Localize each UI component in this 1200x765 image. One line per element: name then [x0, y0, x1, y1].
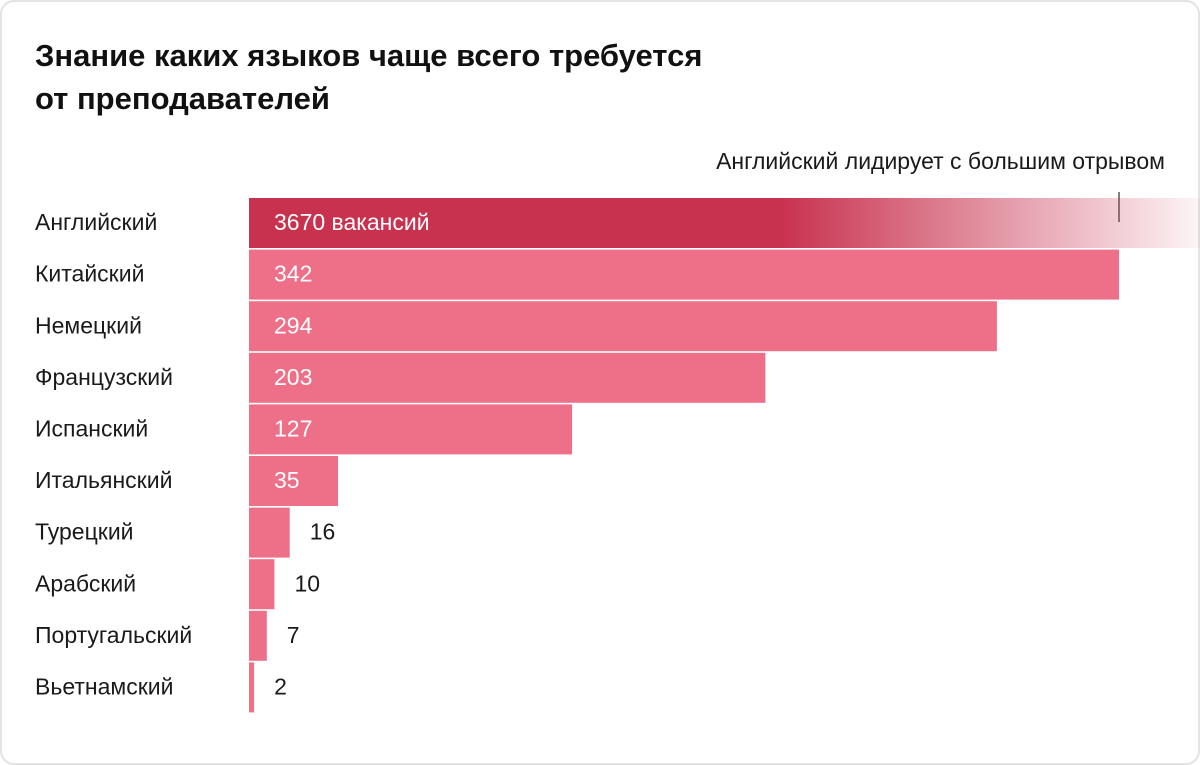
value-label: 16	[310, 519, 336, 545]
category-label: Португальский	[35, 622, 192, 648]
value-label: 203	[274, 364, 312, 390]
bar	[249, 198, 1200, 248]
value-label: 3670 вакансий	[274, 209, 430, 235]
value-label: 35	[274, 467, 300, 493]
bar	[249, 456, 339, 506]
bar	[249, 559, 275, 610]
bar	[249, 404, 573, 455]
bar	[249, 507, 290, 558]
value-label: 7	[287, 622, 300, 648]
chart-title: Знание каких языков чаще всего требуется…	[35, 38, 703, 116]
bar	[249, 352, 766, 403]
category-label: Немецкий	[35, 312, 142, 338]
value-label: 2	[274, 673, 287, 699]
bar	[249, 249, 1119, 300]
bar	[249, 301, 997, 352]
category-label: Французский	[35, 364, 173, 390]
value-label: 10	[294, 570, 320, 596]
value-label: 342	[274, 261, 312, 287]
category-label: Вьетнамский	[35, 673, 173, 699]
category-label: Турецкий	[35, 519, 134, 545]
category-label: Итальянский	[35, 467, 172, 493]
bar	[249, 662, 255, 713]
annotation: Английский лидирует с большим отрывом	[716, 148, 1165, 174]
category-label: Английский	[35, 209, 157, 235]
category-label: Арабский	[35, 570, 136, 596]
category-label: Китайский	[35, 261, 144, 287]
value-label: 294	[274, 312, 313, 338]
bar	[249, 610, 267, 661]
value-label: 127	[274, 415, 312, 441]
category-label: Испанский	[35, 415, 148, 441]
